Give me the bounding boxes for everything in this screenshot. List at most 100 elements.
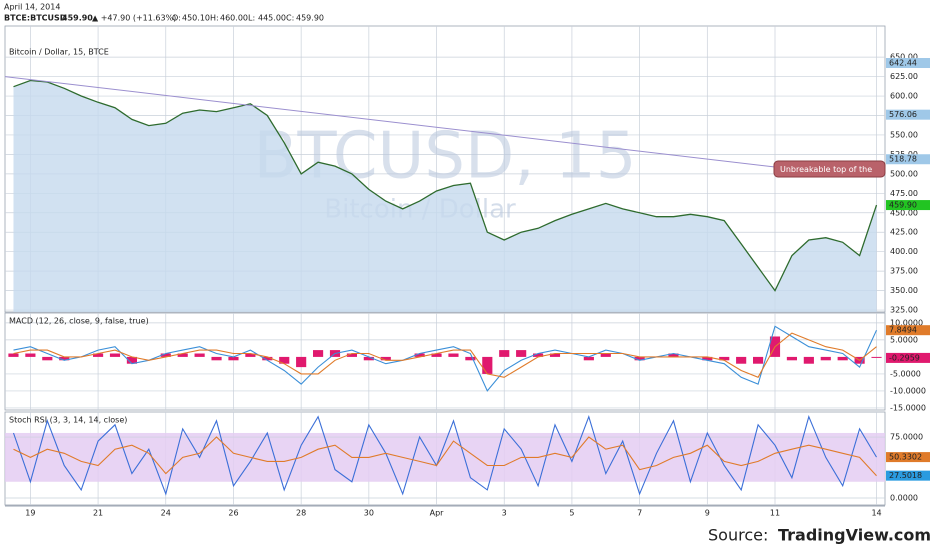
price-label: 518.78 bbox=[889, 155, 917, 164]
pane-title: Stoch RSI (3, 3, 14, 14, close) bbox=[9, 416, 127, 425]
histogram-bar bbox=[600, 353, 611, 357]
price-label: 576.06 bbox=[889, 110, 917, 119]
histogram-bar bbox=[533, 353, 544, 357]
price-line bbox=[13, 79, 878, 292]
x-tick-label: 14 bbox=[871, 509, 881, 518]
histogram-bar bbox=[414, 353, 425, 357]
price-label-box bbox=[886, 200, 930, 211]
y-tick-label: -15.0000 bbox=[890, 403, 926, 412]
histogram-bar bbox=[177, 353, 188, 357]
band bbox=[5, 432, 885, 482]
header-field: ▲ +47.90 (+11.63%) bbox=[92, 14, 176, 23]
histogram-bar bbox=[871, 356, 882, 358]
y-tick-label: 10.0000 bbox=[890, 318, 923, 327]
histogram-bar bbox=[668, 353, 679, 357]
histogram-bar bbox=[42, 356, 53, 361]
price-label: 7.8494 bbox=[889, 326, 917, 335]
histogram-bar bbox=[363, 356, 374, 361]
x-tick-label: 3 bbox=[502, 509, 507, 518]
histogram-bar bbox=[245, 353, 256, 357]
trendline bbox=[4, 76, 776, 168]
x-tick-label: 11 bbox=[770, 509, 780, 518]
price-label: 50.3302 bbox=[889, 453, 922, 462]
source-prefix: Source: bbox=[708, 526, 768, 545]
price-label: 459.90 bbox=[889, 201, 917, 210]
histogram-bar bbox=[702, 356, 713, 361]
y-tick-label: 450.00 bbox=[890, 208, 918, 217]
histogram-bar bbox=[8, 353, 19, 357]
y-tick-label: 600.00 bbox=[890, 92, 918, 101]
histogram-bar bbox=[549, 353, 561, 357]
y-tick-label: 375.00 bbox=[890, 267, 918, 276]
histogram-bar bbox=[448, 353, 459, 357]
y-tick-label: 400.00 bbox=[890, 247, 918, 256]
histogram-bar bbox=[753, 356, 764, 364]
y-tick-label: 500.00 bbox=[890, 169, 918, 178]
price-label-box bbox=[886, 470, 930, 481]
histogram-bar bbox=[194, 353, 205, 357]
histogram-bar bbox=[160, 353, 171, 357]
y-tick-label: 425.00 bbox=[890, 228, 918, 237]
x-tick-label: 21 bbox=[93, 509, 103, 518]
histogram-bar bbox=[634, 356, 645, 361]
y-tick-label: -10.0000 bbox=[890, 386, 926, 395]
source-name: TradingView.com bbox=[778, 526, 931, 545]
x-tick-label: 26 bbox=[228, 509, 238, 518]
histogram-bar bbox=[25, 353, 36, 357]
histogram-bar bbox=[499, 350, 510, 357]
histogram-bar bbox=[262, 356, 273, 361]
histogram-bar bbox=[803, 356, 814, 364]
header-field: O: bbox=[172, 14, 181, 23]
y-tick-label: 475.00 bbox=[890, 189, 918, 198]
header-field: C: bbox=[286, 14, 294, 23]
histogram-bar bbox=[820, 356, 831, 361]
price-label-box bbox=[886, 452, 930, 463]
histogram-bar bbox=[786, 356, 797, 361]
header-date: April 14, 2014 bbox=[4, 3, 60, 12]
y-tick-label: 350.00 bbox=[890, 286, 918, 295]
x-tick-label: 28 bbox=[296, 509, 306, 518]
annotation-box bbox=[773, 160, 886, 178]
x-tick-label: 9 bbox=[705, 509, 710, 518]
header-field: L: bbox=[248, 14, 255, 23]
x-tick-label: Apr bbox=[430, 509, 445, 518]
price-label: -0.2959 bbox=[889, 353, 920, 362]
histogram-bar bbox=[211, 356, 222, 361]
price-label-box bbox=[886, 154, 930, 165]
y-tick-label: 650.00 bbox=[890, 53, 918, 62]
histogram-bar bbox=[93, 353, 104, 357]
header-field: 459.90 bbox=[62, 14, 93, 23]
pane-title: Bitcoin / Dollar, 15, BTCE bbox=[9, 48, 109, 57]
annotation: Unbreakable top of the bbox=[780, 165, 872, 174]
price-label: 642.44 bbox=[889, 59, 917, 68]
histogram-bar bbox=[736, 356, 747, 364]
price-label-box bbox=[886, 352, 930, 363]
header-field: 445.00 bbox=[258, 14, 286, 23]
series-line bbox=[13, 332, 877, 378]
histogram-bar bbox=[228, 356, 239, 361]
histogram-bar bbox=[59, 356, 70, 361]
series-line bbox=[13, 325, 878, 392]
price-label-box bbox=[886, 58, 930, 69]
histogram-bar bbox=[516, 350, 527, 357]
header-field: 459.90 bbox=[296, 14, 324, 23]
histogram-bar bbox=[109, 353, 121, 357]
y-tick-label: 75.0000 bbox=[890, 433, 923, 442]
histogram-bar bbox=[482, 356, 493, 374]
header-field: H: bbox=[210, 14, 219, 23]
x-tick-label: 24 bbox=[161, 509, 171, 518]
y-tick-label: 0.0000 bbox=[890, 494, 918, 503]
plot-area: 325.00 350.00 375.00 400.00 425.00 450.00 475.… bbox=[4, 25, 930, 518]
y-tick-label: -5.0000 bbox=[890, 369, 921, 378]
x-tick-label: 19 bbox=[25, 509, 35, 518]
x-tick-label: 30 bbox=[364, 509, 374, 518]
histogram-bar bbox=[296, 356, 307, 368]
price-area bbox=[13, 80, 877, 312]
pane-title: MACD (12, 26, close, 9, false, true) bbox=[9, 317, 149, 326]
histogram-bar bbox=[380, 356, 391, 361]
series-line bbox=[13, 436, 877, 477]
header-field: 450.10 bbox=[182, 14, 210, 23]
histogram-bar bbox=[313, 350, 324, 357]
